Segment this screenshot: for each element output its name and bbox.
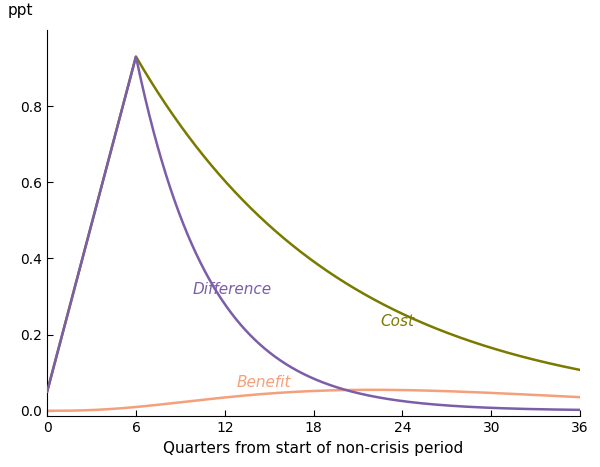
Text: Benefit: Benefit	[236, 375, 291, 390]
X-axis label: Quarters from start of non-crisis period: Quarters from start of non-crisis period	[163, 441, 464, 456]
Text: Cost: Cost	[380, 314, 414, 329]
Text: Difference: Difference	[193, 282, 272, 297]
Y-axis label: ppt: ppt	[8, 3, 33, 18]
